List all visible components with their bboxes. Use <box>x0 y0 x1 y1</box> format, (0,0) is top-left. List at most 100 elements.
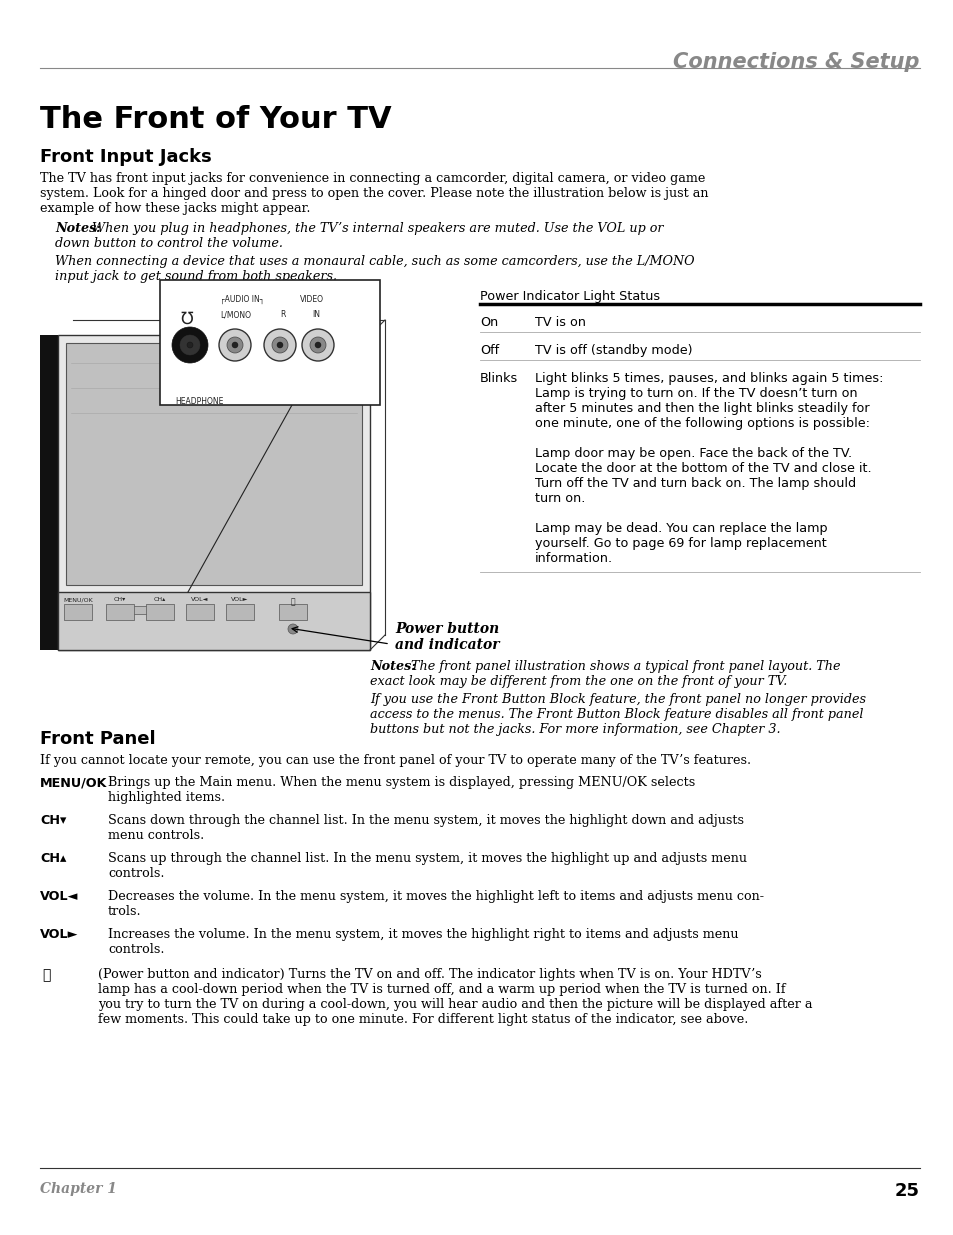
Text: Chapter 1: Chapter 1 <box>40 1182 117 1195</box>
Text: Scans down through the channel list. In the menu system, it moves the highlight : Scans down through the channel list. In … <box>108 814 743 827</box>
Text: CH▾: CH▾ <box>40 814 67 827</box>
Text: 25: 25 <box>894 1182 919 1200</box>
Text: On: On <box>479 316 497 329</box>
Text: lamp has a cool-down period when the TV is turned off, and a warm up period when: lamp has a cool-down period when the TV … <box>98 983 785 995</box>
Bar <box>160 280 379 405</box>
Bar <box>58 335 370 650</box>
Text: ⏻: ⏻ <box>42 968 51 982</box>
Text: Off: Off <box>479 345 498 357</box>
Text: Front Panel: Front Panel <box>40 730 155 748</box>
Text: system. Look for a hinged door and press to open the cover. Please note the illu: system. Look for a hinged door and press… <box>40 186 708 200</box>
Text: yourself. Go to page 69 for lamp replacement: yourself. Go to page 69 for lamp replace… <box>535 537 826 550</box>
Text: VOL►: VOL► <box>231 597 249 601</box>
Text: Lamp door may be open. Face the back of the TV.: Lamp door may be open. Face the back of … <box>535 447 851 459</box>
Circle shape <box>264 329 295 361</box>
Text: trols.: trols. <box>108 905 141 918</box>
Circle shape <box>172 327 208 363</box>
Text: Lamp is trying to turn on. If the TV doesn’t turn on: Lamp is trying to turn on. If the TV doe… <box>535 387 857 400</box>
Text: VOL◄: VOL◄ <box>192 597 209 601</box>
Text: If you cannot locate your remote, you can use the front panel of your TV to oper: If you cannot locate your remote, you ca… <box>40 755 750 767</box>
Text: information.: information. <box>535 552 613 564</box>
Text: controls.: controls. <box>108 944 164 956</box>
Text: you try to turn the TV on during a cool-down, you will hear audio and then the p: you try to turn the TV on during a cool-… <box>98 998 812 1011</box>
Circle shape <box>173 329 206 361</box>
Text: CH▴: CH▴ <box>153 597 166 601</box>
Text: Front Input Jacks: Front Input Jacks <box>40 148 212 165</box>
Bar <box>58 592 370 650</box>
Text: VOL►: VOL► <box>40 927 78 941</box>
Text: MENU/OK: MENU/OK <box>63 597 92 601</box>
Text: example of how these jacks might appear.: example of how these jacks might appear. <box>40 203 310 215</box>
Text: Scans up through the channel list. In the menu system, it moves the highlight up: Scans up through the channel list. In th… <box>108 852 746 864</box>
Bar <box>106 604 133 620</box>
Bar <box>118 606 152 614</box>
Text: Decreases the volume. In the menu system, it moves the highlight left to items a: Decreases the volume. In the menu system… <box>108 890 763 903</box>
Text: The TV has front input jacks for convenience in connecting a camcorder, digital : The TV has front input jacks for conveni… <box>40 172 704 185</box>
Text: input jack to get sound from both speakers.: input jack to get sound from both speake… <box>55 270 336 283</box>
Text: ┌AUDIO IN┐: ┌AUDIO IN┐ <box>220 295 264 304</box>
Text: TV is off (standby mode): TV is off (standby mode) <box>535 345 692 357</box>
Text: (Power button and indicator) Turns the TV on and off. The indicator lights when : (Power button and indicator) Turns the T… <box>98 968 760 981</box>
Text: When you plug in headphones, the TV’s internal speakers are muted. Use the VOL u: When you plug in headphones, the TV’s in… <box>88 222 662 235</box>
Text: down button to control the volume.: down button to control the volume. <box>55 237 283 249</box>
Circle shape <box>288 624 297 634</box>
Circle shape <box>276 342 283 348</box>
Circle shape <box>232 342 237 348</box>
Text: Light blinks 5 times, pauses, and blinks again 5 times:: Light blinks 5 times, pauses, and blinks… <box>535 372 882 385</box>
Bar <box>186 604 213 620</box>
Text: TV is on: TV is on <box>535 316 585 329</box>
Circle shape <box>314 342 320 348</box>
Text: Turn off the TV and turn back on. The lamp should: Turn off the TV and turn back on. The la… <box>535 477 855 490</box>
Text: Connections & Setup: Connections & Setup <box>673 52 919 72</box>
Text: Power button: Power button <box>395 622 498 636</box>
Text: Blinks: Blinks <box>479 372 517 385</box>
Text: Notes:: Notes: <box>55 222 101 235</box>
Text: Lamp may be dead. You can replace the lamp: Lamp may be dead. You can replace the la… <box>535 522 827 535</box>
Text: CH▾: CH▾ <box>113 597 126 601</box>
Text: MENU/OK: MENU/OK <box>40 776 108 789</box>
Text: exact look may be different from the one on the front of your TV.: exact look may be different from the one… <box>370 676 786 688</box>
Circle shape <box>180 335 200 354</box>
Text: Notes:: Notes: <box>370 659 416 673</box>
Text: R: R <box>280 310 285 319</box>
Text: and indicator: and indicator <box>395 638 499 652</box>
Text: ℧: ℧ <box>180 310 193 329</box>
Text: IN: IN <box>312 310 319 319</box>
Text: HEADPHONE: HEADPHONE <box>174 396 223 406</box>
Bar <box>226 604 253 620</box>
Text: When connecting a device that uses a monaural cable, such as some camcorders, us: When connecting a device that uses a mon… <box>55 254 694 268</box>
Circle shape <box>227 337 243 353</box>
Text: one minute, one of the following options is possible:: one minute, one of the following options… <box>535 417 869 430</box>
Text: Locate the door at the bottom of the TV and close it.: Locate the door at the bottom of the TV … <box>535 462 871 475</box>
Text: controls.: controls. <box>108 867 164 881</box>
Text: If you use the Front Button Block feature, the front panel no longer provides: If you use the Front Button Block featur… <box>370 693 865 706</box>
Bar <box>64 604 91 620</box>
Circle shape <box>219 329 251 361</box>
Text: access to the menus. The Front Button Block feature disables all front panel: access to the menus. The Front Button Bl… <box>370 708 862 721</box>
Bar <box>146 604 173 620</box>
Bar <box>40 335 58 650</box>
Circle shape <box>310 337 326 353</box>
Bar <box>66 343 361 585</box>
Text: buttons but not the jacks. For more information, see Chapter 3.: buttons but not the jacks. For more info… <box>370 722 780 736</box>
Circle shape <box>182 337 198 353</box>
Text: Increases the volume. In the menu system, it moves the highlight right to items : Increases the volume. In the menu system… <box>108 927 738 941</box>
Text: The Front of Your TV: The Front of Your TV <box>40 105 392 135</box>
Text: menu controls.: menu controls. <box>108 829 204 842</box>
Text: highlighted items.: highlighted items. <box>108 790 225 804</box>
Circle shape <box>187 342 193 348</box>
Text: L/MONO: L/MONO <box>220 310 251 319</box>
Text: turn on.: turn on. <box>535 492 585 505</box>
Text: few moments. This could take up to one minute. For different light status of the: few moments. This could take up to one m… <box>98 1013 747 1026</box>
Text: VIDEO: VIDEO <box>299 295 324 304</box>
Text: ⏻: ⏻ <box>291 597 295 606</box>
Bar <box>278 604 307 620</box>
Circle shape <box>272 337 288 353</box>
Text: The front panel illustration shows a typical front panel layout. The: The front panel illustration shows a typ… <box>407 659 840 673</box>
Text: Power Indicator Light Status: Power Indicator Light Status <box>479 290 659 303</box>
Text: Brings up the Main menu. When the menu system is displayed, pressing MENU/OK sel: Brings up the Main menu. When the menu s… <box>108 776 695 789</box>
Text: VOL◄: VOL◄ <box>40 890 78 903</box>
Text: after 5 minutes and then the light blinks steadily for: after 5 minutes and then the light blink… <box>535 403 869 415</box>
Circle shape <box>302 329 334 361</box>
Text: CH▴: CH▴ <box>40 852 67 864</box>
